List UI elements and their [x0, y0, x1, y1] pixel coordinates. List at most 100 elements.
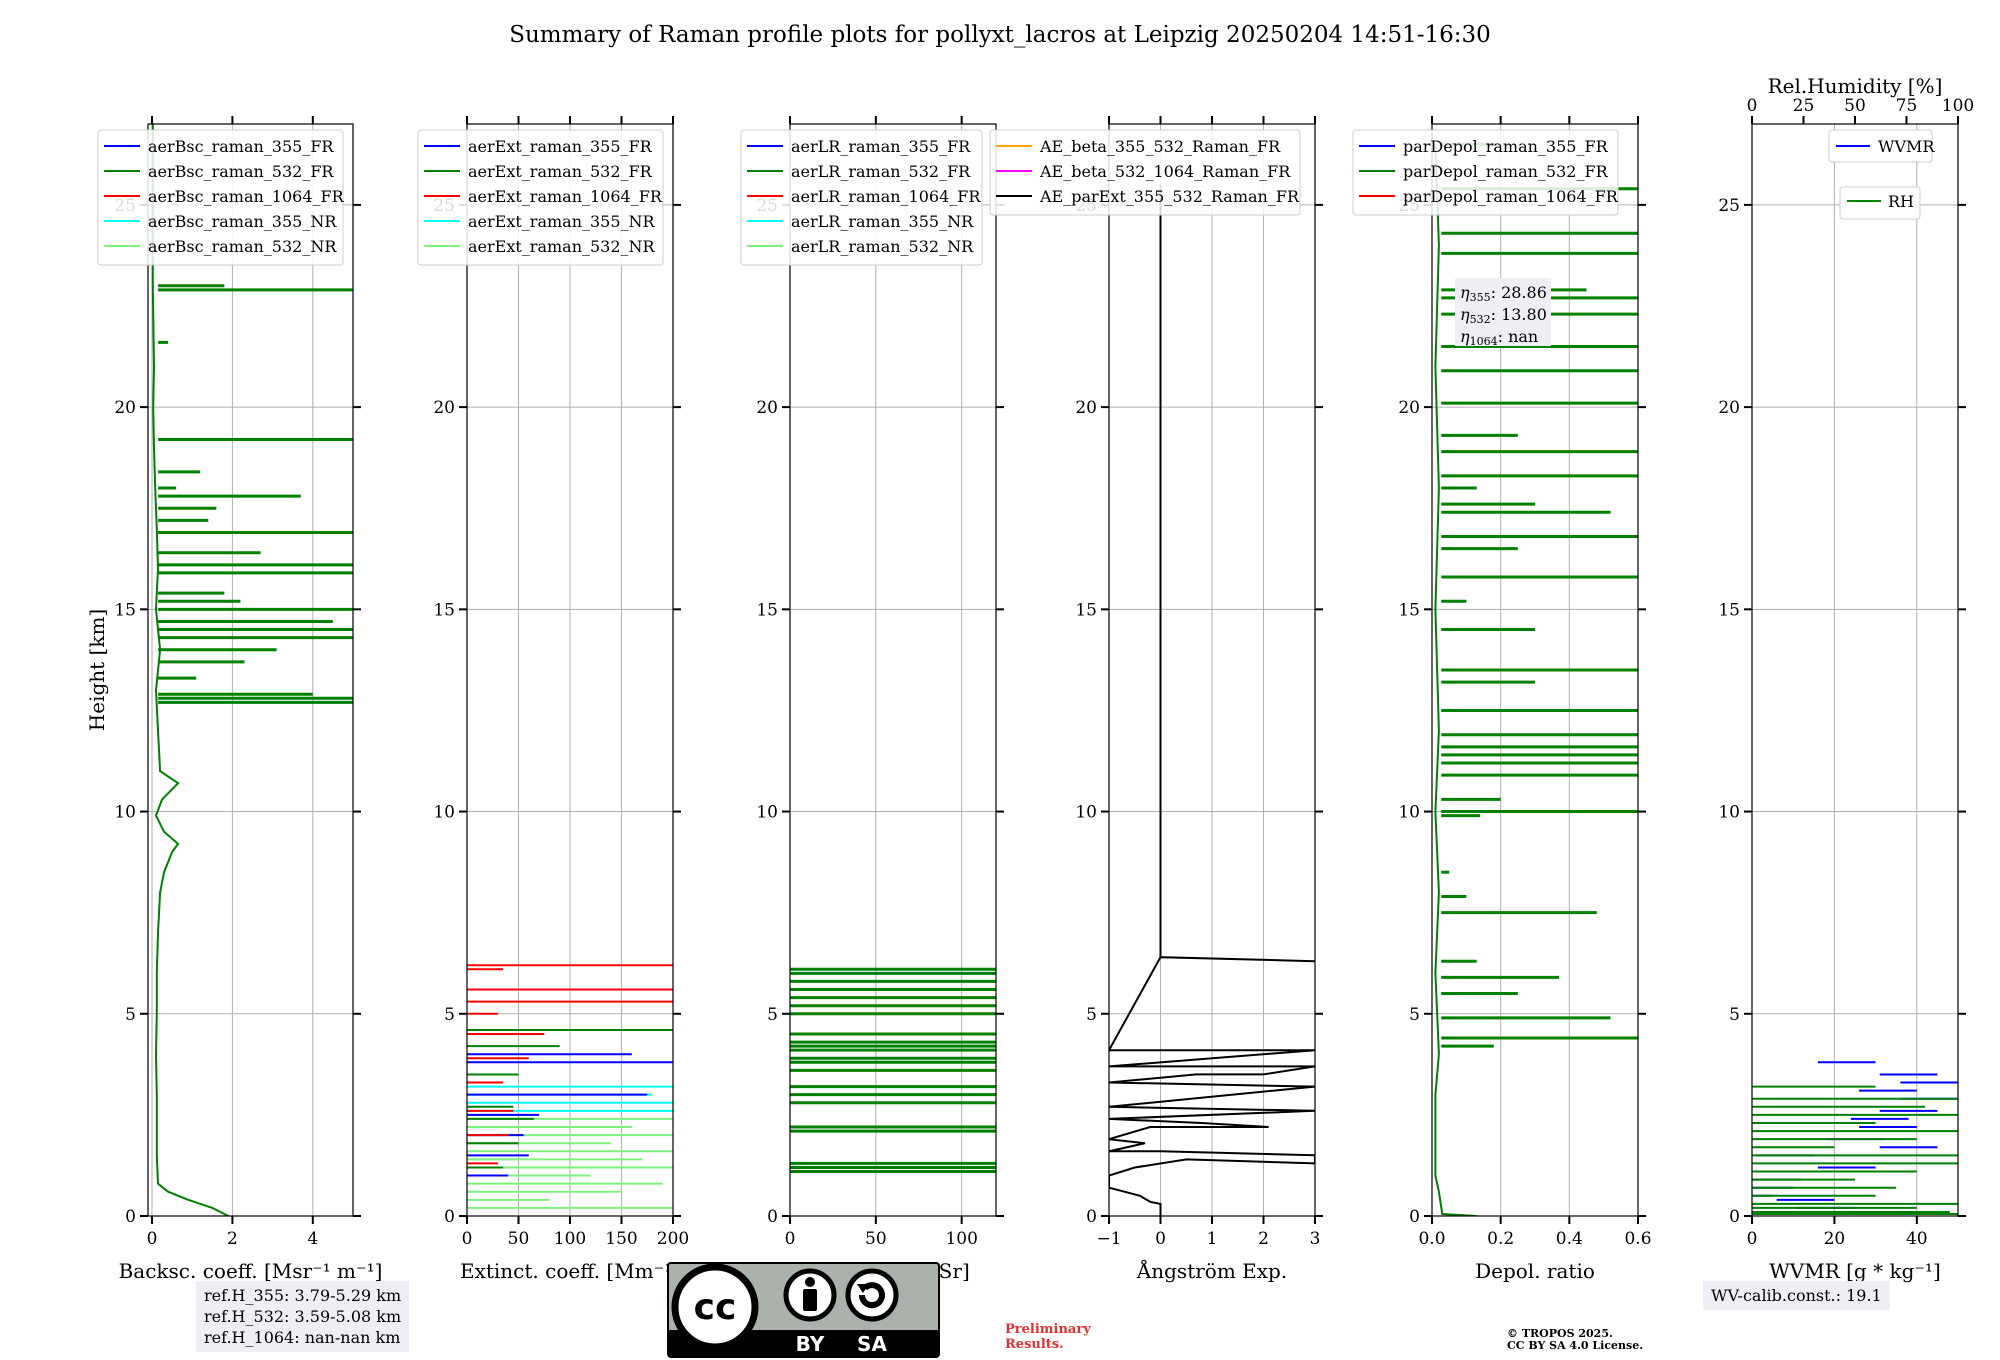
copyright-line-2: CC BY SA 4.0 License. [1507, 1339, 1644, 1352]
panel5-xtick-label: 0.2 [1487, 1229, 1514, 1249]
panel5-eta-box [1455, 278, 1551, 346]
panel6-plot-area [1752, 124, 1958, 1216]
panel6-top-xtick-label: 50 [1844, 96, 1866, 116]
panel2-legend-label: aerExt_raman_355_NR [468, 212, 656, 231]
panel2-xtick-label: 0 [462, 1229, 473, 1249]
panel6-legend-box [1828, 129, 1933, 163]
panel5-series-line [1434, 144, 1477, 1216]
panel4-xtick-label: 2 [1258, 1229, 1269, 1249]
preliminary-line-2: Results. [1005, 1337, 1064, 1352]
panel4-xtick-label: 3 [1310, 1229, 1321, 1249]
panel1-xtick-label: 4 [307, 1229, 318, 1249]
panel4-ytick-label: 5 [1086, 1005, 1097, 1025]
panel2-ytick-label: 5 [444, 1005, 455, 1025]
panel6-legend-label: WVMR [1878, 137, 1935, 156]
panel5-ytick-label: 0 [1409, 1207, 1420, 1227]
panel2-xtick-label: 150 [605, 1229, 637, 1249]
panel5-ytick-label: 10 [1398, 803, 1420, 823]
panel3-frame [789, 123, 997, 1217]
panel5-ytick-label: 15 [1398, 600, 1420, 620]
panel6-top-xtick-label: 0 [1747, 96, 1758, 116]
by-label: BY [796, 1332, 825, 1356]
sa-share-icon [845, 1268, 899, 1322]
panel6-xtick-label: 40 [1906, 1229, 1928, 1249]
copyright-note: © TROPOS 2025. CC BY SA 4.0 License. [1507, 1328, 1643, 1352]
reference-height-box: ref.H_355: 3.79-5.29 km ref.H_532: 3.59-… [196, 1281, 410, 1352]
panel5-legend-label: parDepol_raman_532_FR [1403, 162, 1609, 181]
panel6-xtick-label: 0 [1747, 1229, 1758, 1249]
panel4-plot-area [1109, 124, 1315, 1216]
panel5-legend-label: parDepol_raman_1064_FR [1403, 187, 1619, 206]
panel4-legend-label: AE_beta_355_532_Raman_FR [1039, 137, 1281, 156]
panel4-legend-label: AE_beta_532_1064_Raman_FR [1039, 162, 1291, 181]
panel1-legend: aerBsc_raman_355_FR aerBsc_raman_532_FRae… [97, 129, 345, 266]
panel1-ytick-label: 10 [114, 803, 136, 823]
panel2-xlabel: Extinct. coeff. [Mm⁻¹] [460, 1259, 680, 1283]
panel5-eta-1064: η1064: nan [1460, 327, 1538, 348]
panel1-ytick-label: 5 [125, 1005, 136, 1025]
panel6-ytick-label: 25 [1718, 196, 1740, 216]
panel1-xtick-label: 2 [227, 1229, 238, 1249]
panel4-legend-box [989, 129, 1301, 216]
copyright-line-1: © TROPOS 2025. [1507, 1327, 1613, 1340]
panel1-xtick-label: 0 [147, 1229, 158, 1249]
panel6-ytick-label: 10 [1718, 803, 1740, 823]
panel6-xtick-label: 20 [1824, 1229, 1846, 1249]
panel6-ytick-label: 20 [1718, 398, 1740, 418]
panel6-legend: WVMR RH [1828, 129, 1935, 220]
panel3-legend-label: aerLR_raman_532_NR [791, 237, 974, 256]
panel3-xtick-label: 100 [945, 1229, 977, 1249]
preliminary-line-1: Preliminary [1005, 1322, 1091, 1337]
panel3-legend-label: aerLR_raman_1064_FR [791, 187, 981, 206]
panel3-legend-label: aerLR_raman_355_FR [791, 137, 971, 156]
panel3-ytick-label: 0 [767, 1207, 778, 1227]
panel5-ytick-label: 5 [1409, 1005, 1420, 1025]
figure-title: Summary of Raman profile plots for polly… [509, 22, 1491, 48]
cc-license-badge: cc BY SA [667, 1262, 940, 1358]
panel1-frame [147, 123, 354, 1217]
panel5-ytick-label: 20 [1398, 398, 1420, 418]
panel3-xtick-label: 0 [785, 1229, 796, 1249]
panel6-legend-box [1839, 186, 1921, 220]
panel4-xlabel: Ångström Exp. [1136, 1258, 1287, 1283]
panel2-plot-area [467, 124, 673, 1216]
panel2-ytick-label: 0 [444, 1207, 455, 1227]
panel2-group: 0510152025050100150200Extinct. coeff. [M… [417, 116, 689, 1283]
panel2-ytick-label: 20 [433, 398, 455, 418]
panel2-ytick-label: 15 [433, 600, 455, 620]
panel6-ytick-label: 5 [1729, 1005, 1740, 1025]
panel1-plot-area [148, 124, 353, 1216]
panel5-eta-355: η355: 28.86 [1460, 283, 1547, 304]
panel3-ytick-label: 10 [756, 803, 778, 823]
panel6-xlabel: WVMR [g * kg⁻¹] [1769, 1259, 1941, 1283]
panel3-group: 0510152025050100Lidar ratio [Sr]aerLR_ra… [740, 116, 1004, 1283]
panel1-ytick-label: 0 [125, 1207, 136, 1227]
panel3-legend-box [740, 129, 983, 266]
panel4-legend: AE_beta_355_532_Raman_FR AE_beta_532_1064… [989, 129, 1301, 216]
panel4-xtick-label: 0 [1155, 1229, 1166, 1249]
panel5-xtick-label: 0.0 [1418, 1229, 1445, 1249]
panel5-xlabel: Depol. ratio [1475, 1259, 1595, 1283]
panel5-xtick-label: 0.6 [1624, 1229, 1651, 1249]
panel5-xtick-label: 0.4 [1556, 1229, 1583, 1249]
panel4-xtick-label: 1 [1207, 1229, 1218, 1249]
panel2-xtick-label: 100 [554, 1229, 586, 1249]
panel6-ytick-label: 0 [1729, 1207, 1740, 1227]
ref-height-355: ref.H_355: 3.79-5.29 km [204, 1286, 402, 1305]
ref-height-532: ref.H_532: 3.59-5.08 km [204, 1307, 402, 1326]
panel6-ytick-label: 15 [1718, 600, 1740, 620]
panel2-legend-label: aerExt_raman_355_FR [468, 137, 653, 156]
sa-label: SA [857, 1332, 887, 1356]
panel3-ytick-label: 20 [756, 398, 778, 418]
panel6-frame [1751, 123, 1959, 1217]
panel2-legend-label: aerExt_raman_532_FR [468, 162, 653, 181]
panel3-legend-label: aerLR_raman_532_FR [791, 162, 971, 181]
panel4-ytick-label: 0 [1086, 1207, 1097, 1227]
panel1-group: 0510152025024Backsc. coeff. [Msr⁻¹ m⁻¹]H… [85, 116, 382, 1283]
panel5-frame [1431, 123, 1639, 1217]
panel1-series-line [151, 124, 229, 1216]
